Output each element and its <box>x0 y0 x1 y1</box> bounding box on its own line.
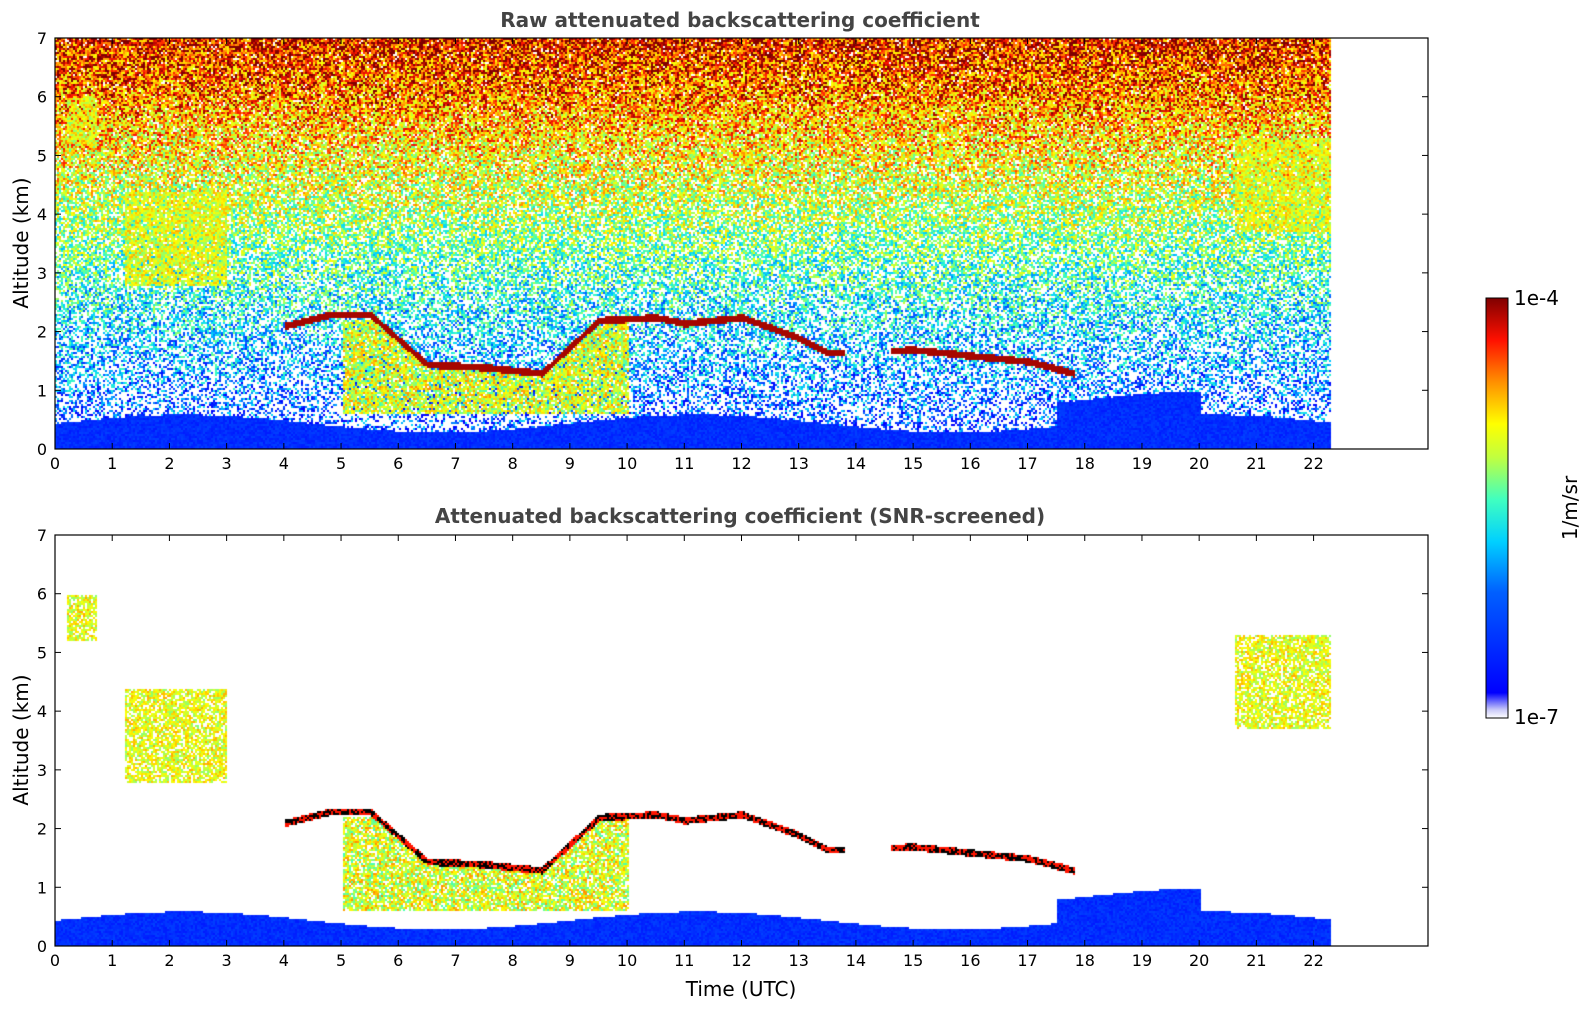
raw-heatmap-plot-area <box>55 38 1428 449</box>
x-tick-label: 5 <box>336 454 346 473</box>
x-axis-label: Time (UTC) <box>685 977 797 1001</box>
y-tick-label: 1 <box>37 381 47 400</box>
y-tick-label: 5 <box>37 643 47 662</box>
y-tick-label: 6 <box>37 88 47 107</box>
x-tick-label: 3 <box>222 454 232 473</box>
y-tick-label: 0 <box>37 440 47 459</box>
colorbar-gradient <box>1486 298 1508 718</box>
x-tick-label: 10 <box>617 951 637 970</box>
x-tick-label: 13 <box>789 454 809 473</box>
x-tick-label: 19 <box>1132 454 1152 473</box>
x-tick-label: 2 <box>164 454 174 473</box>
colorbar-max-label: 1e-4 <box>1514 286 1559 310</box>
x-tick-label: 0 <box>50 951 60 970</box>
x-tick-label: 1 <box>107 951 117 970</box>
y-tick-label: 4 <box>37 702 47 721</box>
x-tick-label: 9 <box>565 454 575 473</box>
colorbar: 1e-4 1e-7 1/m/sr <box>1486 286 1582 729</box>
raw-backscatter-panel: Raw attenuated backscattering coefficien… <box>9 8 1428 473</box>
x-tick-label: 17 <box>1017 951 1037 970</box>
x-tick-label: 10 <box>617 454 637 473</box>
y-tick-label: 3 <box>37 264 47 283</box>
x-tick-label: 22 <box>1303 951 1323 970</box>
y-tick-label: 5 <box>37 146 47 165</box>
y-tick-label: 0 <box>37 937 47 956</box>
x-tick-label: 3 <box>222 951 232 970</box>
y-tick-label: 3 <box>37 761 47 780</box>
x-tick-label: 12 <box>731 951 751 970</box>
x-tick-label: 9 <box>565 951 575 970</box>
y-tick-label: 1 <box>37 878 47 897</box>
heatmap-image <box>55 38 1428 449</box>
figure: Raw attenuated backscattering coefficien… <box>0 0 1595 1020</box>
x-tick-label: 17 <box>1017 454 1037 473</box>
y-tick-label: 7 <box>37 29 47 48</box>
y-tick-label: 2 <box>37 820 47 839</box>
y-tick-label: 4 <box>37 205 47 224</box>
colorbar-min-label: 1e-7 <box>1514 705 1559 729</box>
x-tick-label: 2 <box>164 951 174 970</box>
y-axis-label: Altitude (km) <box>9 674 33 805</box>
x-tick-label: 15 <box>903 951 923 970</box>
x-tick-label: 1 <box>107 454 117 473</box>
y-tick-label: 6 <box>37 585 47 604</box>
x-tick-label: 7 <box>450 951 460 970</box>
x-tick-label: 7 <box>450 454 460 473</box>
screened-backscatter-panel: Attenuated backscattering coefficient (S… <box>9 504 1428 1001</box>
x-tick-label: 4 <box>279 454 289 473</box>
y-tick-label: 7 <box>37 526 47 545</box>
colorbar-unit-label: 1/m/sr <box>1558 475 1582 540</box>
screened-heatmap-plot-area <box>55 535 1428 946</box>
x-tick-label: 18 <box>1075 951 1095 970</box>
x-tick-label: 11 <box>674 951 694 970</box>
x-tick-label: 8 <box>508 454 518 473</box>
y-tick-label: 2 <box>37 323 47 342</box>
x-tick-label: 14 <box>846 454 866 473</box>
x-tick-label: 18 <box>1075 454 1095 473</box>
x-tick-label: 20 <box>1189 951 1209 970</box>
x-tick-label: 11 <box>674 454 694 473</box>
heatmap-image <box>55 535 1428 946</box>
x-tick-label: 4 <box>279 951 289 970</box>
x-tick-label: 21 <box>1246 454 1266 473</box>
x-tick-label: 15 <box>903 454 923 473</box>
panel-title: Raw attenuated backscattering coefficien… <box>500 8 980 32</box>
x-tick-label: 19 <box>1132 951 1152 970</box>
x-tick-label: 16 <box>960 454 980 473</box>
x-tick-label: 8 <box>508 951 518 970</box>
x-tick-label: 6 <box>393 454 403 473</box>
x-tick-label: 14 <box>846 951 866 970</box>
y-axis-label: Altitude (km) <box>9 177 33 308</box>
x-tick-label: 5 <box>336 951 346 970</box>
x-tick-label: 12 <box>731 454 751 473</box>
x-tick-label: 13 <box>789 951 809 970</box>
x-tick-label: 6 <box>393 951 403 970</box>
x-tick-label: 16 <box>960 951 980 970</box>
x-tick-label: 22 <box>1303 454 1323 473</box>
x-tick-label: 20 <box>1189 454 1209 473</box>
x-tick-label: 0 <box>50 454 60 473</box>
panel-title: Attenuated backscattering coefficient (S… <box>435 504 1045 528</box>
x-tick-label: 21 <box>1246 951 1266 970</box>
